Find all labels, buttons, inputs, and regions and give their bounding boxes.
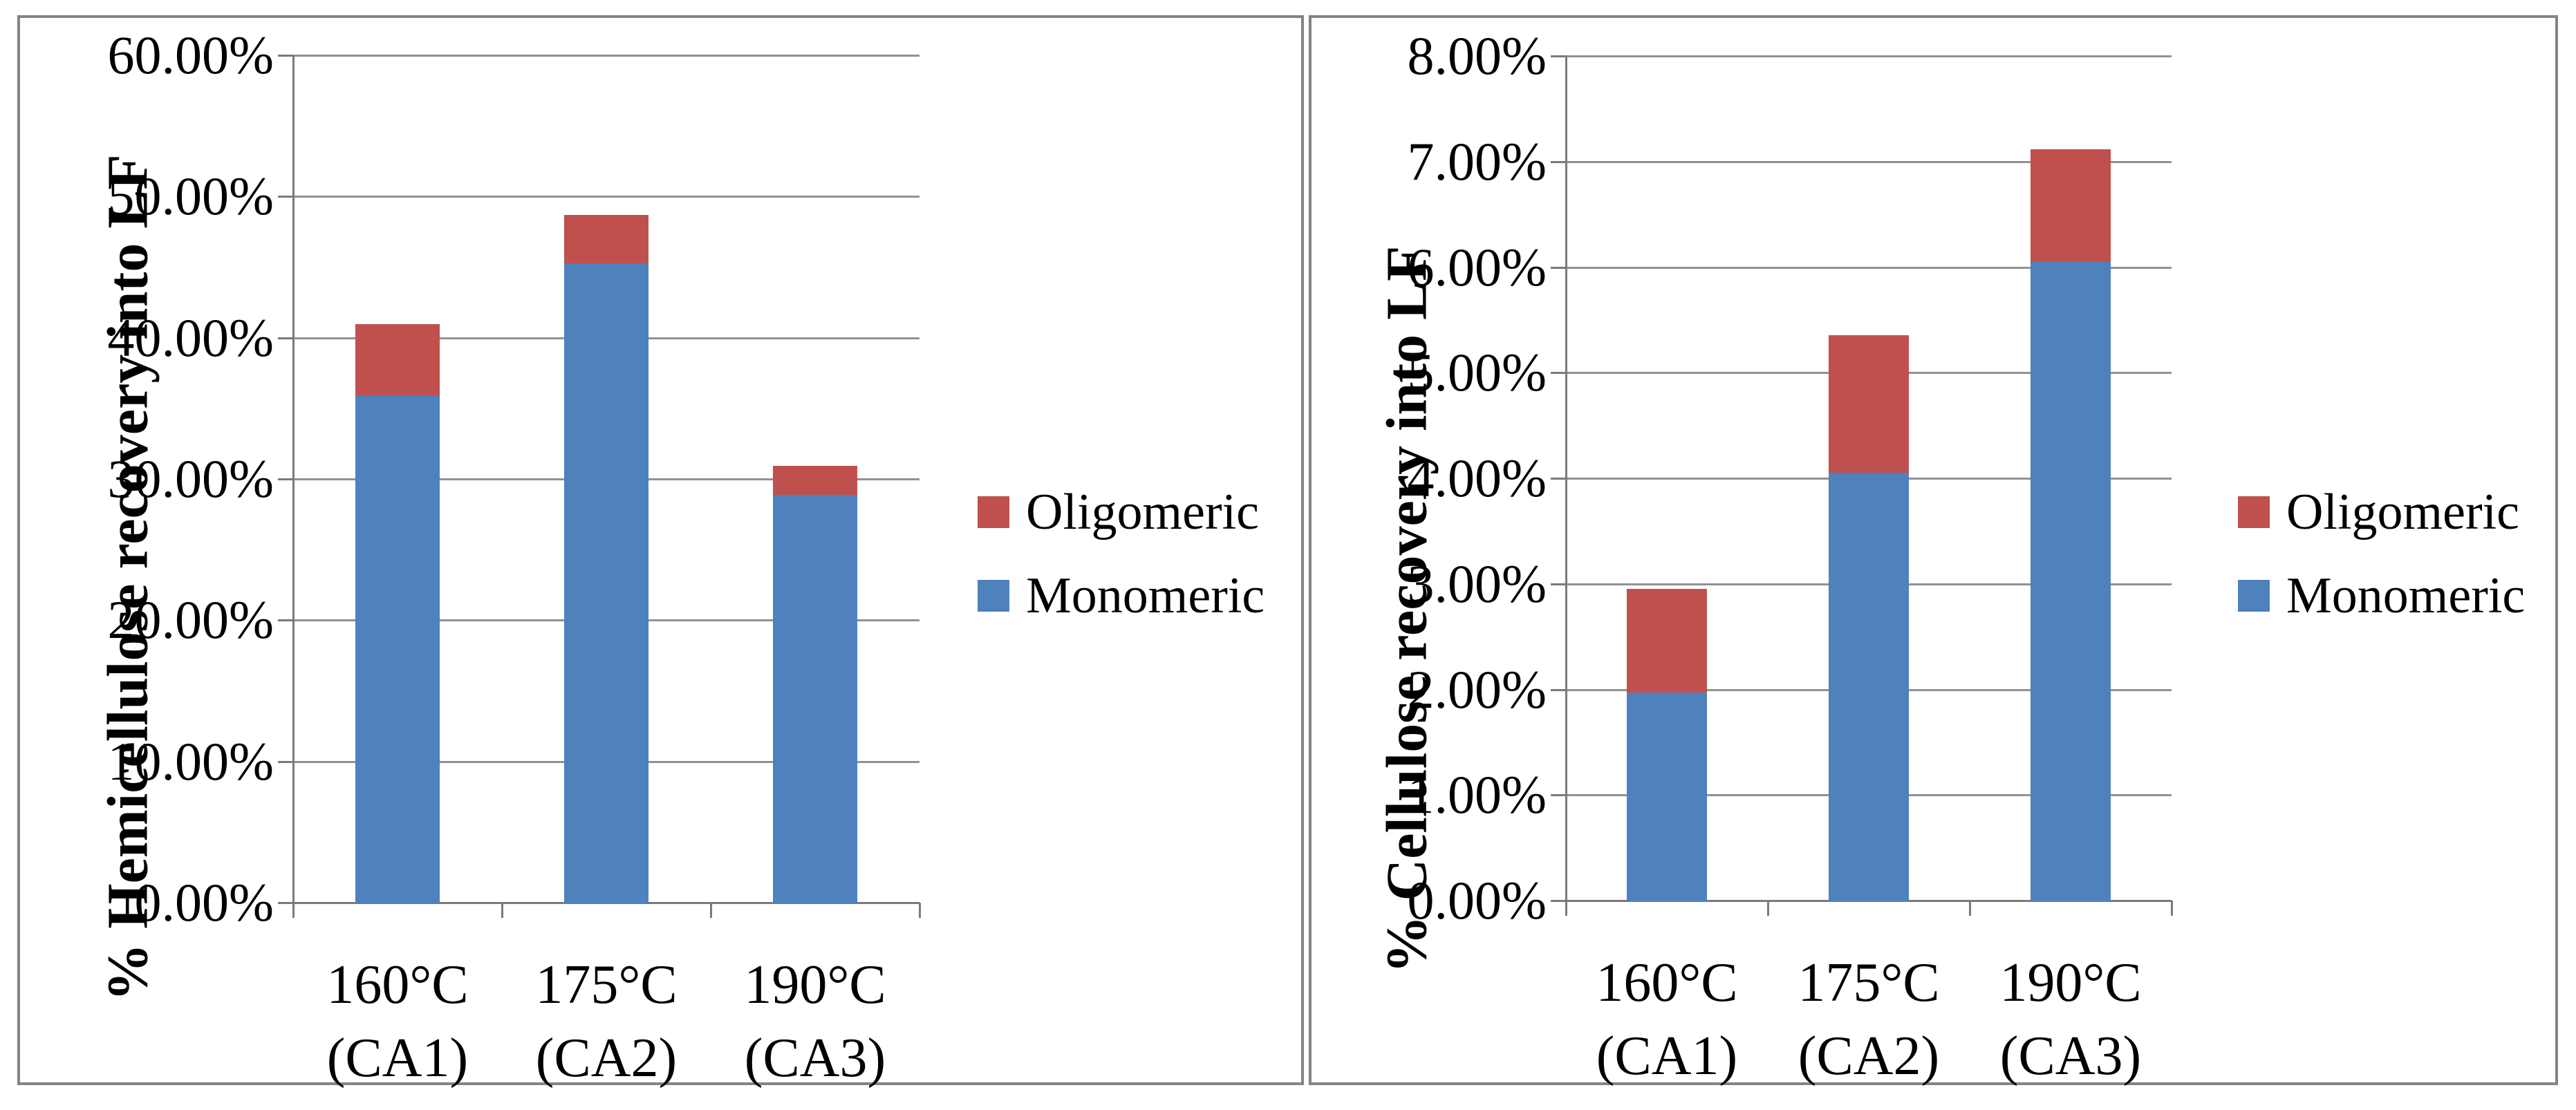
bar-oligomeric-cellulose-2: [1829, 335, 1909, 473]
y-axis-tick-label: 0.00%: [1407, 870, 1547, 930]
y-axis-tick-label: 2.00%: [1407, 659, 1547, 719]
y-axis-tick-mark: [1551, 161, 1566, 163]
legend-item-monomeric: Monomeric: [2238, 570, 2525, 621]
cellulose-chart-panel: 8.00% 7.00% 6.00% 5.00% 4.00% 3.00% 2.00% 1.00%…: [1309, 15, 2558, 1087]
y-gridline: [1566, 267, 2172, 269]
bar-monomeric-hemicellulose-3: [773, 495, 857, 903]
x-axis-category-label: 160°C (CA1): [1529, 946, 1805, 1093]
legend-swatch-monomeric-icon: [978, 580, 1009, 612]
x-axis-tick-mark: [501, 903, 503, 918]
y-axis-tick-mark: [278, 196, 293, 198]
y-axis-tick-label: 0.00%: [134, 872, 274, 932]
bar-monomeric-hemicellulose-2: [564, 263, 648, 903]
legend-item-oligomeric: Oligomeric: [2238, 487, 2519, 538]
y-axis-tick-mark: [1551, 267, 1566, 269]
y-axis-tick-label: 4.00%: [1407, 448, 1547, 508]
bar-oligomeric-cellulose-3: [2031, 149, 2111, 262]
x-axis-category-line: (CA2): [1798, 1026, 1940, 1087]
y-axis-tick-label: 50.00%: [107, 166, 274, 226]
x-axis-category-label: 190°C (CA3): [677, 948, 953, 1095]
x-axis-tick-mark: [710, 903, 712, 918]
bar-oligomeric-hemicellulose-1: [355, 324, 440, 395]
x-axis-category-line: (CA2): [535, 1028, 678, 1089]
x-axis-category-line: (CA3): [1999, 1026, 2142, 1087]
bar-oligomeric-hemicellulose-3: [773, 466, 857, 495]
x-axis-tick-mark: [1969, 901, 1971, 916]
legend-label: Oligomeric: [1026, 484, 1260, 540]
y-gridline: [293, 55, 920, 57]
y-axis-tick-mark: [278, 902, 293, 904]
x-axis-category-line: (CA1): [326, 1028, 469, 1089]
bar-oligomeric-cellulose-1: [1627, 589, 1707, 693]
hemicellulose-chart-panel: 60.00% 50.00% 40.00% 30.00% 20.00% 10.00% 0.00…: [17, 15, 1304, 1089]
y-axis-tick-mark: [278, 761, 293, 763]
x-axis-category-line: 175°C: [1798, 952, 1940, 1013]
y-axis-tick-label: 6.00%: [1407, 237, 1547, 297]
x-axis-category-line: 175°C: [535, 954, 678, 1015]
y-axis-tick-mark: [1551, 55, 1566, 57]
legend-swatch-monomeric-icon: [2238, 580, 2270, 612]
y-axis-tick-mark: [278, 337, 293, 339]
y-axis-tick-label: 30.00%: [107, 449, 274, 509]
x-axis-category-line: 160°C: [1596, 952, 1738, 1013]
x-axis-category-label: 160°C (CA1): [259, 948, 536, 1095]
legend-swatch-oligomeric-icon: [978, 496, 1009, 528]
x-axis-tick-mark: [1767, 901, 1769, 916]
x-axis-category-label: 175°C (CA2): [468, 948, 745, 1095]
legend-item-monomeric: Monomeric: [978, 570, 1264, 621]
x-axis-tick-mark: [1565, 901, 1567, 916]
y-axis-tick-label: 8.00%: [1407, 26, 1547, 86]
legend-label: Oligomeric: [2286, 484, 2520, 540]
y-axis-tick-label: 5.00%: [1407, 342, 1547, 402]
y-axis-tick-label: 40.00%: [107, 308, 274, 368]
x-axis-category-line: 190°C: [1999, 952, 2142, 1013]
legend-label: Monomeric: [1026, 567, 1265, 624]
y-axis-title: % Cellulose recovery into LF: [1374, 245, 1439, 974]
y-axis-tick-mark: [1551, 583, 1566, 585]
bar-oligomeric-hemicellulose-2: [564, 215, 648, 263]
y-axis-line: [1565, 56, 1567, 916]
y-axis-tick-mark: [278, 478, 293, 480]
y-axis-tick-mark: [1551, 689, 1566, 691]
x-axis-category-label: 190°C (CA3): [1932, 946, 2209, 1093]
y-axis-tick-mark: [1551, 794, 1566, 796]
y-axis-tick-label: 20.00%: [107, 590, 274, 650]
legend-label: Monomeric: [2286, 567, 2526, 624]
y-axis-title: % Hemicellulose recovery into LF: [95, 154, 160, 1001]
y-axis-tick-label: 60.00%: [107, 25, 274, 85]
x-axis-category-line: 160°C: [326, 954, 469, 1015]
y-axis-tick-mark: [1551, 900, 1566, 902]
y-axis-tick-label: 1.00%: [1407, 764, 1547, 825]
y-axis-tick-mark: [278, 619, 293, 621]
x-axis-category-label: 175°C (CA2): [1730, 946, 2007, 1093]
y-gridline: [293, 196, 920, 198]
y-axis-tick-mark: [1551, 372, 1566, 374]
y-axis-tick-mark: [278, 55, 293, 57]
y-gridline: [1566, 55, 2172, 57]
y-axis-line: [292, 55, 295, 918]
y-axis-tick-label: 3.00%: [1407, 554, 1547, 614]
x-axis-category-line: (CA3): [744, 1028, 886, 1089]
x-axis-tick-mark: [292, 903, 295, 918]
legend-item-oligomeric: Oligomeric: [978, 487, 1259, 538]
y-axis-tick-label: 10.00%: [107, 731, 274, 791]
x-axis-category-line: (CA1): [1596, 1026, 1738, 1087]
bar-monomeric-hemicellulose-1: [355, 395, 440, 903]
x-axis-tick-mark: [919, 903, 921, 918]
x-axis-category-line: 190°C: [744, 954, 886, 1015]
y-gridline: [1566, 161, 2172, 163]
bar-monomeric-cellulose-2: [1829, 473, 1909, 901]
x-axis-tick-mark: [2171, 901, 2173, 916]
bar-monomeric-cellulose-3: [2031, 262, 2111, 901]
bar-monomeric-cellulose-1: [1627, 693, 1707, 901]
legend-swatch-oligomeric-icon: [2238, 496, 2270, 528]
y-axis-tick-mark: [1551, 478, 1566, 480]
y-axis-tick-label: 7.00%: [1407, 131, 1547, 191]
